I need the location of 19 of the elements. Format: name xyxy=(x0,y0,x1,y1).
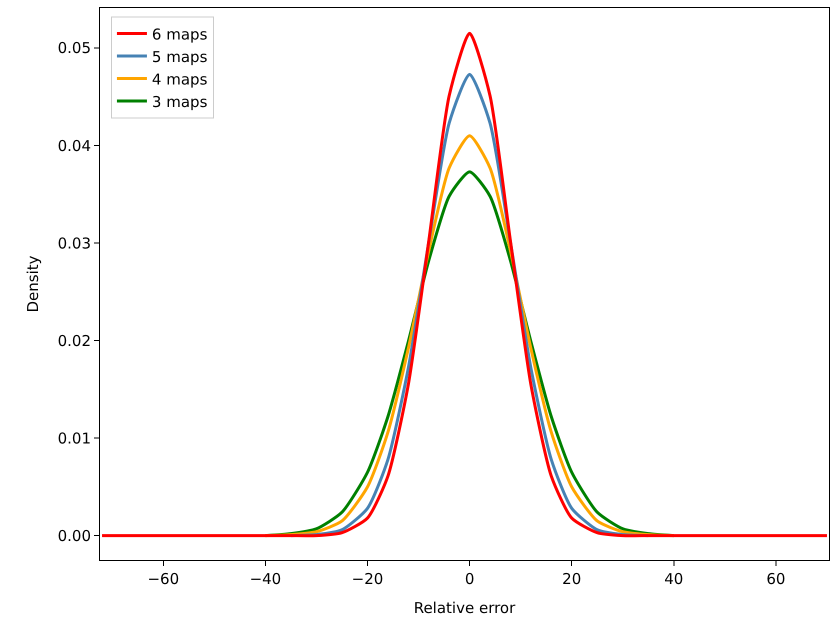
x-tick-label: 20 xyxy=(562,570,582,588)
x-tick-label: −20 xyxy=(352,570,384,588)
legend-label: 6 maps xyxy=(152,25,208,44)
x-tick-label: 40 xyxy=(664,570,684,588)
legend-label: 3 maps xyxy=(152,92,208,111)
y-tick-label: 0.03 xyxy=(58,234,91,252)
y-tick-label: 0.02 xyxy=(58,332,91,350)
x-tick-label: 60 xyxy=(766,570,786,588)
x-tick-label: −40 xyxy=(250,570,282,588)
y-tick-label: 0.00 xyxy=(58,526,91,545)
x-axis-title: Relative error xyxy=(414,599,516,617)
x-tick-label: −60 xyxy=(147,570,180,588)
y-tick-label: 0.04 xyxy=(58,136,91,155)
x-tick-label: 0 xyxy=(464,570,474,588)
legend-label: 5 maps xyxy=(152,48,208,66)
legend-label: 4 maps xyxy=(152,70,208,88)
y-tick-label: 0.05 xyxy=(58,39,91,58)
y-axis-title: Density xyxy=(24,255,42,313)
y-tick-label: 0.01 xyxy=(58,429,91,448)
